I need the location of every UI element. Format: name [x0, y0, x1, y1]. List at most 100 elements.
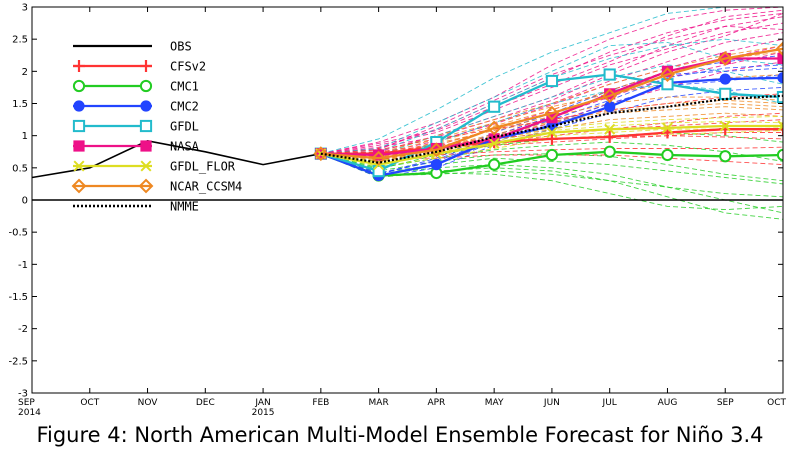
square-marker — [140, 140, 152, 152]
square-marker — [661, 78, 674, 91]
x-marker — [661, 122, 673, 134]
legend-label-cmc2: CMC2 — [170, 100, 199, 114]
ensemble-member-line — [320, 64, 783, 156]
y-tick-label: 1.5 — [12, 99, 28, 110]
y-tick-label: 2.5 — [12, 35, 28, 46]
diamond-marker — [602, 88, 618, 104]
ensemble-member-line — [320, 141, 783, 169]
circle-marker — [73, 100, 85, 112]
square-marker — [488, 100, 501, 113]
circle-marker — [719, 73, 731, 85]
y-tick-label: -1 — [18, 260, 28, 271]
ensemble-member-line — [320, 12, 783, 155]
x-tick-label: OCT — [80, 398, 99, 408]
diamond-marker — [660, 67, 675, 82]
x-marker — [719, 120, 731, 132]
x-tick-label: MAY — [485, 398, 504, 408]
legend-label-cfsv2: CFSv2 — [170, 60, 206, 74]
diamond-marker — [717, 51, 733, 66]
diamond-marker — [313, 146, 329, 162]
square-marker — [777, 52, 783, 65]
ensemble-member-line — [320, 135, 783, 156]
legend-label-gfdl-flor: GFDL_FLOR — [170, 160, 236, 174]
ensemble-member-line — [320, 12, 783, 155]
square-marker — [73, 140, 85, 152]
legend-label-nasa: NASA — [170, 140, 200, 154]
square-marker — [373, 149, 385, 161]
diamond-marker — [775, 41, 783, 57]
legend: OBS CFSv2 CMC1 CMC2 GFDL NASA GFDL_FLOR NCAR_CC… — [71, 40, 242, 214]
circle-marker — [777, 72, 783, 84]
x-tick-label: FEB — [312, 398, 329, 408]
x-marker — [604, 123, 616, 135]
circle-marker — [719, 150, 732, 163]
diamond-marker — [428, 142, 444, 158]
diamond-marker — [371, 150, 387, 166]
y-tick-label: 2 — [22, 67, 28, 78]
axis-layer: -3-2.5-2-1.5-1-0.500.511.522.53SEP2014OC… — [8, 3, 786, 419]
circle-marker — [430, 159, 442, 171]
x-tick-label: DEC — [196, 398, 215, 408]
x-marker — [546, 126, 558, 138]
ensemble-member-line — [320, 146, 783, 157]
series-layer — [32, 41, 783, 182]
legend-label-obs: OBS — [170, 40, 192, 54]
y-tick-label: -3 — [18, 389, 28, 400]
circle-marker — [139, 79, 153, 93]
ensemble-member-line — [320, 41, 783, 155]
y-tick-label: -1.5 — [8, 292, 28, 303]
x-tick-label: 2014 — [18, 408, 41, 418]
diamond-marker — [138, 178, 154, 194]
circle-marker — [603, 145, 616, 158]
ensemble-member-line — [320, 153, 783, 185]
y-tick-label: 1 — [22, 131, 28, 142]
ensemble-member-line — [320, 83, 783, 162]
legend-label-cmc1: CMC1 — [170, 80, 199, 94]
ensemble-member-line — [320, 7, 783, 155]
circle-marker — [488, 158, 501, 171]
circle-marker — [661, 148, 674, 162]
square-marker — [661, 65, 674, 77]
ensemble-member-line — [320, 32, 783, 157]
x-tick-label: APR — [427, 398, 445, 408]
diamond-marker — [486, 120, 502, 136]
y-tick-label: 0 — [22, 196, 28, 207]
square-marker — [545, 74, 559, 88]
circle-marker — [140, 100, 152, 112]
x-tick-label: OCT — [767, 398, 786, 408]
y-tick-label: -2.5 — [8, 356, 28, 367]
y-tick-label: 3 — [22, 3, 28, 14]
circle-marker — [776, 148, 783, 162]
x-tick-label: AUG — [658, 398, 678, 408]
x-tick-label: SEP — [717, 398, 734, 408]
x-marker — [73, 160, 85, 172]
circle-marker — [72, 79, 86, 93]
square-marker — [139, 119, 153, 133]
legend-label-gfdl: GFDL — [170, 120, 199, 134]
square-marker — [72, 119, 86, 133]
legend-label-ncar-ccsm4: NCAR_CCSM4 — [170, 180, 242, 194]
x-tick-label: JAN — [254, 398, 270, 408]
legend-label-nmme: NMME — [170, 200, 199, 214]
ensemble-member-line — [320, 7, 783, 155]
circle-marker — [545, 148, 559, 162]
square-marker — [603, 68, 616, 81]
x-marker — [777, 120, 783, 128]
x-tick-label: JUL — [602, 398, 617, 408]
y-tick-label: -0.5 — [8, 228, 28, 239]
y-tick-label: -2 — [18, 324, 28, 335]
x-tick-label: MAR — [369, 398, 389, 408]
series-line-ncar-ccsm4 — [320, 47, 783, 160]
ensemble-member-line — [320, 153, 783, 166]
x-tick-label: SEP — [18, 398, 35, 408]
x-tick-label: NOV — [138, 398, 159, 408]
series-line-obs — [32, 139, 321, 179]
diamond-marker — [71, 178, 87, 194]
x-marker — [140, 160, 152, 172]
diamond-marker — [544, 105, 560, 121]
chart-svg: -3-2.5-2-1.5-1-0.500.511.522.53SEP2014OC… — [8, 3, 786, 419]
x-tick-label: JUN — [543, 398, 560, 408]
ensemble-member-line — [320, 22, 783, 155]
x-marker — [777, 124, 783, 132]
